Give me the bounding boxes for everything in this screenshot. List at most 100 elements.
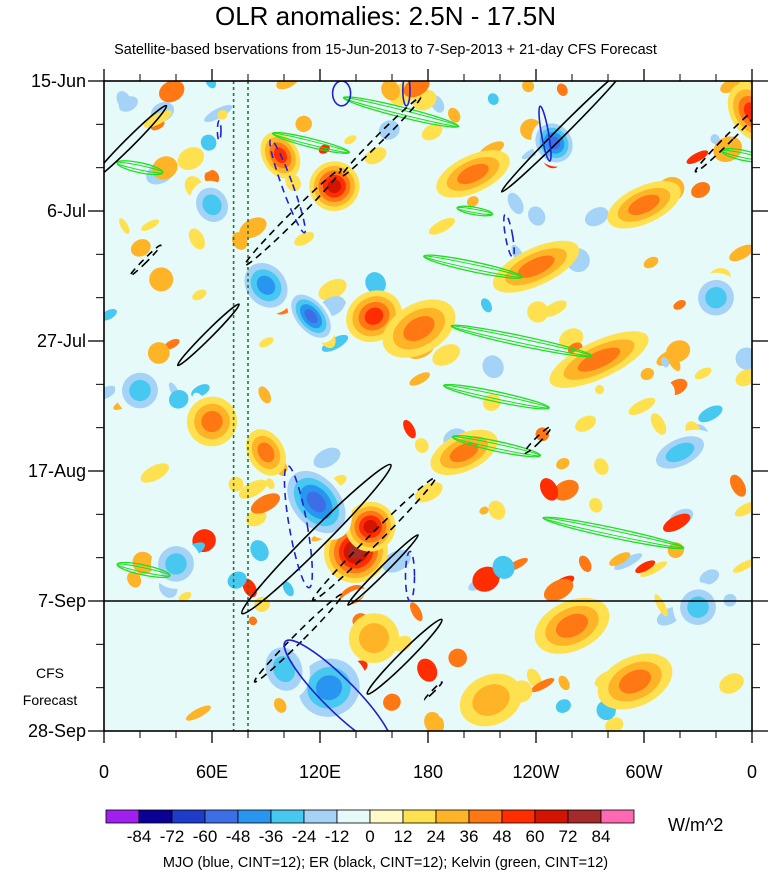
anomaly-patch	[652, 380, 675, 404]
kelvin-contour-inner	[443, 384, 550, 409]
colorbar-swatch	[600, 809, 635, 824]
anomaly-patch	[673, 300, 686, 310]
mjo-contour	[402, 81, 411, 107]
anomaly-patch	[479, 506, 489, 515]
kelvin-contour-inner	[342, 96, 460, 128]
x-tick-label: 0	[747, 762, 757, 782]
y-tick-label: 17-Aug	[28, 461, 86, 481]
anomaly-patch	[527, 301, 549, 323]
x-tick-label: 120W	[512, 762, 559, 782]
anomaly-patch	[205, 510, 231, 528]
colorbar-swatch	[204, 809, 239, 824]
anomaly-feature	[364, 307, 384, 325]
anomaly-patch	[594, 384, 605, 395]
anomaly-patch	[628, 397, 656, 416]
anomaly-feature	[363, 519, 378, 534]
anomaly-patch	[699, 569, 720, 585]
anomaly-patch	[410, 602, 423, 622]
anomaly-patch	[185, 705, 211, 721]
anomaly-patch	[188, 228, 205, 250]
anomaly-patch	[246, 509, 267, 527]
anomaly-patch	[660, 357, 670, 368]
anomaly-feature	[705, 287, 727, 309]
anomaly-feature	[327, 179, 342, 194]
y-tick-label: 27-Jul	[37, 331, 86, 351]
anomaly-patch	[437, 707, 449, 719]
anomaly-feature	[306, 491, 327, 513]
anomaly-patch	[428, 217, 456, 235]
colorbar-label: 36	[460, 827, 479, 846]
plot-area	[104, 81, 752, 731]
kelvin-contour-inner	[116, 161, 164, 174]
colorbar-swatch	[336, 809, 371, 824]
colorbar-swatch	[237, 809, 272, 824]
anomaly-patch	[403, 419, 416, 439]
anomaly-patch	[635, 560, 656, 574]
anomaly-patch	[294, 231, 315, 246]
anomaly-feature	[165, 553, 187, 575]
anomaly-patch	[318, 278, 347, 301]
anomaly-patch	[228, 476, 244, 492]
er-contour	[366, 618, 443, 695]
mjo-contour	[538, 105, 552, 162]
colorbar-swatch	[501, 809, 536, 824]
colorbar-layer: -84 -72 -60 -48 -36 -24 -12 0 12 24 36 48 60 72 84	[105, 809, 635, 846]
anomaly-feature	[272, 656, 296, 683]
y-tick-label: 15-Jun	[31, 71, 86, 91]
anomaly-patch	[238, 479, 268, 499]
anomaly-patch	[292, 389, 305, 408]
colorbar-label: -24	[292, 827, 317, 846]
colorbar-swatch	[369, 809, 404, 824]
anomaly-feature	[517, 255, 555, 278]
er-contour	[347, 534, 419, 606]
anomaly-patch	[466, 196, 479, 207]
anomaly-patch	[104, 385, 116, 400]
colorbar-label: 72	[559, 827, 578, 846]
anomaly-patch	[528, 206, 546, 226]
anomaly-feature	[257, 442, 275, 463]
anomaly-patch	[152, 156, 178, 180]
anomaly-patch	[543, 300, 567, 317]
kelvin-contour-inner	[272, 132, 350, 154]
y-tick-label: 6-Jul	[47, 201, 86, 221]
anomaly-patch	[612, 570, 635, 585]
anomaly-patch	[606, 534, 626, 548]
er-contour	[694, 100, 752, 173]
anomaly-patch	[383, 693, 401, 711]
anomaly-patch	[248, 616, 258, 626]
anomaly-patch	[336, 417, 355, 433]
anomaly-patch	[654, 594, 668, 617]
anomaly-patch	[605, 717, 624, 731]
mjo-contour	[216, 119, 222, 142]
anomaly-patch	[159, 81, 185, 103]
anomaly-patch	[381, 81, 400, 101]
anomaly-patch	[558, 675, 570, 691]
anomaly-feature	[628, 194, 660, 216]
colorbar-units: W/m^2	[668, 815, 724, 835]
anomaly-feature	[256, 275, 276, 295]
anomaly-patch	[729, 474, 747, 497]
anomaly-patch	[165, 369, 177, 383]
anomaly-patch	[492, 555, 515, 579]
anomaly-patch	[200, 134, 217, 151]
colorbar-swatch	[303, 809, 338, 824]
anomaly-patch	[104, 422, 131, 439]
anomaly-patch	[164, 338, 180, 350]
anomaly-feature	[202, 194, 222, 216]
anomaly-patch	[220, 493, 234, 512]
anomaly-patch	[295, 115, 312, 133]
er-contour	[311, 476, 437, 602]
anomaly-patch	[487, 93, 499, 105]
kelvin-contour-inner	[423, 255, 523, 278]
kelvin-contour-inner	[456, 206, 494, 216]
mjo-contour	[283, 464, 314, 589]
anomaly-patch	[455, 90, 471, 103]
anomaly-patch	[250, 493, 280, 514]
anomaly-feature	[403, 316, 435, 342]
x-tick-label: 60W	[625, 762, 662, 782]
kelvin-contour-inner	[116, 563, 171, 577]
anomaly-patch	[149, 267, 174, 292]
anomaly-patch	[192, 289, 207, 301]
anomaly-patch	[432, 344, 461, 366]
